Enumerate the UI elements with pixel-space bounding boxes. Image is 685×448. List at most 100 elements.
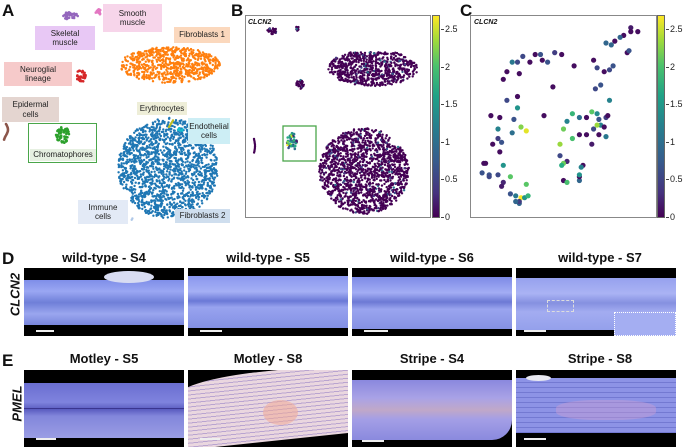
point-expression	[295, 25, 298, 29]
point-expression	[365, 55, 369, 58]
point-expression	[362, 62, 366, 65]
point-fibroblasts-2	[177, 138, 180, 141]
point-expression	[333, 160, 336, 163]
row-label-text: CLCN2	[7, 272, 23, 317]
point-fibroblasts-1	[120, 68, 124, 71]
cluster-label-text: Skeletal muscle	[50, 28, 80, 48]
point-fibroblasts-2	[170, 153, 173, 156]
point-fibroblasts-2	[131, 158, 134, 161]
point-fibroblasts-2	[204, 143, 207, 147]
point-expression	[353, 78, 356, 81]
point-expression	[395, 188, 399, 191]
point-expression	[394, 173, 397, 176]
point-expression	[356, 147, 359, 150]
point-fibroblasts-1	[200, 66, 203, 70]
point-expression	[352, 129, 356, 132]
point-expression	[351, 144, 354, 148]
point-fibroblasts-2	[180, 146, 184, 150]
point-fibroblasts-2	[199, 156, 202, 160]
point-fibroblasts-1	[184, 52, 187, 56]
cluster-label-text: Fibroblasts 1	[179, 30, 225, 40]
point-fibroblasts-2	[195, 196, 198, 199]
point-expression	[348, 199, 351, 202]
point-fibroblasts-1	[184, 70, 188, 74]
point-expression	[347, 171, 351, 174]
point-expression	[339, 183, 343, 187]
point-expression	[387, 165, 391, 168]
point-expression	[349, 209, 352, 212]
point-fibroblasts-1	[186, 47, 189, 50]
point-fibroblasts-1	[171, 72, 174, 76]
point-fibroblasts-2	[128, 137, 132, 140]
point-expression	[371, 190, 375, 194]
point-fibroblasts-1	[145, 76, 148, 80]
point-fibroblasts-2	[131, 197, 134, 201]
point-fibroblasts-1	[186, 74, 190, 77]
point-fibroblasts-2	[201, 192, 204, 195]
data-point	[594, 122, 600, 128]
point-skeletal-muscle	[66, 16, 69, 20]
point-fibroblasts-2	[135, 128, 139, 131]
point-fibroblasts-2	[160, 182, 164, 185]
point-expression	[355, 52, 359, 55]
point-expression	[400, 166, 403, 170]
point-fibroblasts-1	[180, 75, 184, 78]
point-expression	[351, 187, 355, 190]
point-fibroblasts-2	[143, 205, 146, 209]
point-expression	[328, 71, 332, 74]
point-expression	[343, 140, 346, 143]
point-fibroblasts-2	[209, 147, 212, 150]
point-fibroblasts-2	[144, 208, 147, 212]
point-fibroblasts-2	[168, 172, 171, 175]
point-fibroblasts-2	[185, 157, 188, 161]
point-fibroblasts-2	[209, 187, 212, 190]
point-expression	[400, 156, 403, 159]
cluster-label-text: Endothelial cells	[189, 121, 229, 141]
point-fibroblasts-2	[133, 191, 136, 194]
point-expression	[367, 140, 370, 143]
point-expression	[391, 52, 395, 55]
point-fibroblasts-2	[201, 144, 205, 147]
point-fibroblasts-2	[156, 211, 159, 215]
point-fibroblasts-2	[177, 142, 180, 145]
point-expression	[392, 70, 396, 74]
point-fibroblasts-2	[181, 123, 184, 126]
point-fibroblasts-2	[143, 180, 146, 184]
data-point	[559, 51, 565, 58]
point-fibroblasts-2	[136, 149, 139, 152]
point-expression	[342, 188, 345, 192]
point-fibroblasts-2	[176, 202, 179, 205]
point-fibroblasts-2	[202, 183, 205, 186]
point-fibroblasts-2	[197, 152, 201, 156]
point-fibroblasts-2	[208, 151, 212, 155]
point-expression	[338, 166, 341, 170]
point-fibroblasts-2	[144, 130, 147, 133]
point-fibroblasts-2	[177, 144, 180, 147]
point-fibroblasts-1	[143, 76, 146, 79]
point-fibroblasts-2	[167, 186, 170, 189]
point-fibroblasts-2	[215, 169, 218, 173]
point-expression	[343, 177, 347, 181]
point-expression	[380, 161, 383, 164]
point-fibroblasts-2	[138, 132, 141, 135]
point-expression	[336, 194, 339, 197]
data-point	[545, 59, 551, 65]
point-expression	[339, 168, 343, 171]
point-expression	[406, 70, 409, 73]
point-expression	[360, 66, 363, 69]
point-expression	[344, 132, 347, 135]
point-expression	[402, 186, 406, 190]
point-expression	[348, 168, 352, 172]
point-fibroblasts-2	[168, 184, 171, 187]
point-fibroblasts-2	[143, 165, 146, 169]
point-fibroblasts-1	[157, 75, 161, 78]
point-fibroblasts-2	[143, 147, 147, 150]
point-expression	[405, 62, 409, 65]
point-expression	[252, 151, 256, 154]
point-expression	[365, 196, 369, 199]
point-fibroblasts-1	[124, 58, 127, 62]
point-expression	[348, 161, 352, 164]
point-fibroblasts-2	[145, 200, 148, 204]
point-skeletal-muscle	[73, 13, 76, 17]
point-expression	[330, 66, 334, 69]
